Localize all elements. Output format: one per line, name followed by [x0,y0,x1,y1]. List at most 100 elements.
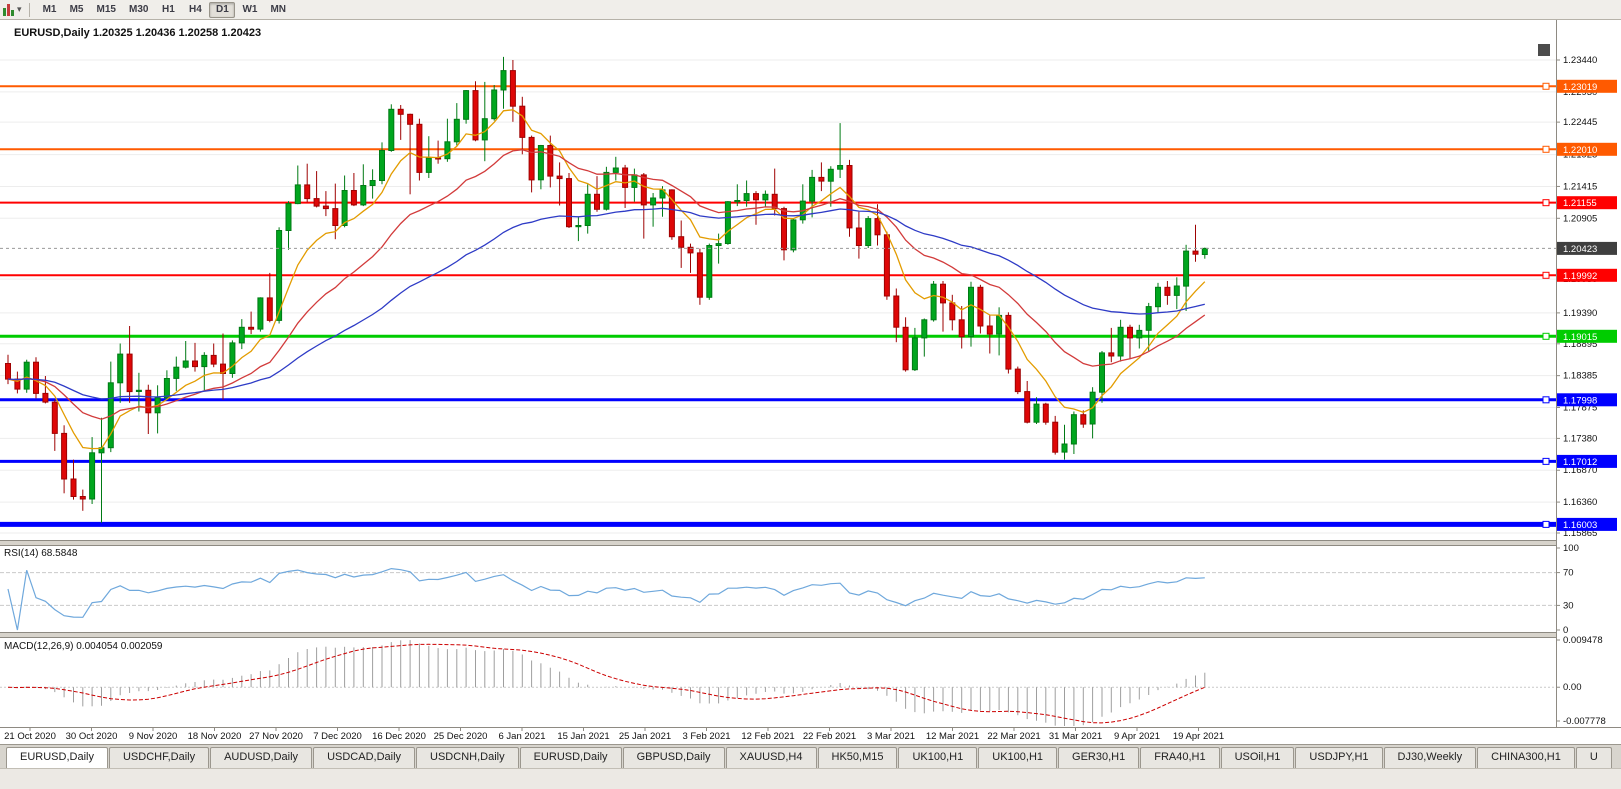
candle-up [453,118,460,143]
candle-up [1201,247,1208,255]
timeframe-button-mn[interactable]: MN [264,2,292,18]
macd-axis-label: -0.007778 [1563,716,1606,727]
candle-down [145,389,152,414]
chart-tab-uk100-h1[interactable]: UK100,H1 [898,747,978,768]
candle-down [1005,314,1012,370]
chart-tab-xauusd-h4[interactable]: XAUUSD,H4 [725,747,817,768]
candle-up [369,180,376,186]
candle-down [1192,250,1199,255]
level-price-badge [1557,454,1617,468]
chart-tab-gbpusd-daily[interactable]: GBPUSD,Daily [622,747,725,768]
timeframe-button-m1[interactable]: M1 [37,2,63,18]
macd-axis-label: 0.00 [1563,682,1582,693]
candle-up [584,193,591,227]
candle-up [715,243,722,247]
timeframe-button-w1[interactable]: W1 [236,2,263,18]
level-price-badge [1557,268,1617,282]
chart-tab-eurusd-daily[interactable]: EURUSD,Daily [6,747,108,768]
chart-tab-uk100-h1[interactable]: UK100,H1 [978,747,1058,768]
date-label: 25 Jan 2021 [619,731,671,742]
window-bottom-strip [0,768,1621,789]
ma-line-fast [7,109,1206,450]
candle-up [360,185,367,206]
timeframe-button-m15[interactable]: M15 [91,2,122,18]
chart-tab-u[interactable]: U [1575,747,1612,768]
candle-down [61,432,68,480]
candle-down [1042,403,1049,423]
chart-tab-ger30-h1[interactable]: GER30,H1 [1058,747,1140,768]
timeframe-buttons: M1 M5 M15 M30 H1 H4 D1 W1 MN [37,1,292,18]
line-end-handle[interactable] [1542,145,1550,153]
candle-down [192,360,198,368]
chart-type-icon[interactable] [3,3,14,16]
rsi-label: RSI(14) 68.5848 [4,548,78,559]
chart-tab-china300-h1[interactable]: CHINA300,H1 [1477,747,1575,768]
rsi-axis-label: 100 [1563,543,1579,554]
chart-background[interactable] [0,20,1621,744]
chart-tab-usdjpy-h1[interactable]: USDJPY,H1 [1295,747,1383,768]
line-end-handle[interactable] [1542,520,1550,528]
timeframe-button-m30[interactable]: M30 [123,2,154,18]
candle-up [762,193,769,201]
price-label: 1.18895 [1563,339,1597,350]
pane-separator-1[interactable] [0,541,1621,545]
level-price-badge-label: 1.21155 [1563,198,1597,209]
candle-down [304,184,311,200]
candle-down [687,246,694,254]
candle-down [556,175,563,180]
candle-down [332,208,339,227]
chart-tab-dj30-weekly[interactable]: DJ30,Weekly [1383,747,1477,768]
date-label: 15 Jan 2021 [557,731,609,742]
level-price-badge-label: 1.22010 [1563,145,1597,156]
candle-up [425,157,432,173]
chart-tab-hk50-m15[interactable]: HK50,M15 [817,747,898,768]
level-price-badge [1557,393,1617,407]
chart-tab-usdchf-daily[interactable]: USDCHF,Daily [108,747,210,768]
price-label: 1.16870 [1563,465,1597,476]
candle-up [1173,285,1180,296]
candle-up [173,366,180,379]
pane-separator-2[interactable] [0,633,1621,637]
candle-up [1061,443,1068,453]
chart-tab-usdcnh-daily[interactable]: USDCNH,Daily [416,747,519,768]
chart-tab-eurusd-daily[interactable]: EURUSD,Daily [519,747,622,768]
candle-up [1155,286,1161,308]
chart-tab-usdcad-daily[interactable]: USDCAD,Daily [313,747,416,768]
current-price-badge [1557,241,1617,255]
chart-corner-icon[interactable] [1538,44,1550,56]
line-end-handle[interactable] [1542,271,1550,279]
line-end-handle[interactable] [1542,396,1550,404]
candle-down [696,252,703,298]
timeframe-button-h1[interactable]: H1 [155,2,181,18]
candle-down [519,105,526,138]
timeframe-button-m5[interactable]: M5 [64,2,90,18]
candle-down [1127,326,1133,339]
candle-down [640,174,647,206]
dropdown-caret-icon[interactable]: ▾ [17,4,22,14]
candle-up [537,145,544,181]
line-end-handle[interactable] [1542,82,1550,90]
price-label: 1.15865 [1563,528,1597,539]
price-chart[interactable]: 21 Oct 2020 30 Oct 2020 9 Nov 2020 18 Nov 2… [0,20,1621,744]
candle-up [1183,250,1190,287]
candle-down [70,478,77,497]
candle-down [986,325,993,335]
line-end-handle[interactable] [1542,332,1550,340]
chart-tabs-bar: EURUSD,Daily USDCHF,Daily AUDUSD,Daily USDC… [0,744,1621,768]
candle-down [753,193,759,201]
timeframe-button-h4[interactable]: H4 [182,2,208,18]
line-end-handle[interactable] [1542,199,1550,207]
chart-tab-usoil-h1[interactable]: USOil,H1 [1220,747,1295,768]
chart-tab-audusd-daily[interactable]: AUDUSD,Daily [210,747,313,768]
chart-tab-fra40-h1[interactable]: FRA40,H1 [1140,747,1220,768]
line-end-handle[interactable] [1542,457,1550,465]
candle-up [257,297,264,330]
candle-up [294,184,301,205]
candle-down [5,363,11,380]
date-label: 19 Apr 2021 [1173,731,1224,742]
price-label: 1.22445 [1563,117,1597,128]
candle-down [1080,414,1087,425]
timeframe-button-d1[interactable]: D1 [209,1,236,18]
rsi-axis-label: 0 [1563,625,1568,636]
candle-down [977,286,984,327]
